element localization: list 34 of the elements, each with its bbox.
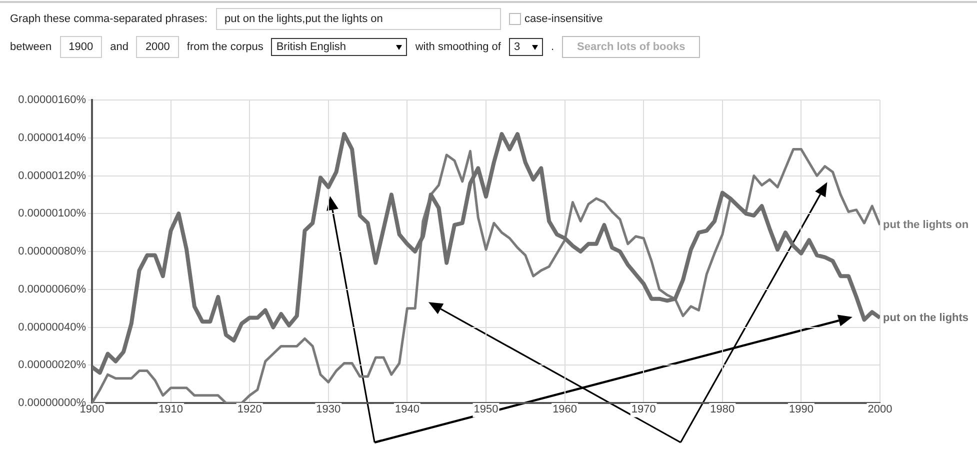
x-tick-label: 1930: [316, 404, 341, 416]
button: Search lots of books: [562, 36, 700, 58]
y-tick-label: 0.00000120%: [18, 170, 86, 182]
x-tick-label: 1920: [237, 404, 262, 416]
text: with smoothing of: [415, 40, 501, 55]
y-tick-label: 0.00000060%: [18, 283, 86, 296]
x-tick-label: 1970: [631, 404, 656, 416]
x-tick-label: 2000: [868, 404, 892, 416]
y-tick-label: 0.00000020%: [18, 359, 86, 372]
x-tick-label: 1990: [788, 404, 814, 416]
text: Graph these comma-separated phrases:: [10, 12, 208, 27]
y-tick-label: 0.00000100%: [18, 208, 86, 220]
dropdown: British English: [271, 38, 408, 56]
y-tick-label: 0.00000160%: [18, 94, 86, 106]
x-tick-label: 1900: [80, 404, 104, 416]
text: case-insensitive: [524, 12, 603, 27]
x-tick-label: 1950: [474, 404, 498, 416]
text: from the corpus: [186, 40, 264, 55]
text: between: [10, 40, 52, 55]
x-tick-label: 1910: [158, 404, 184, 416]
text-field: 1900: [60, 36, 102, 58]
series-label: put on the lights: [883, 312, 969, 324]
series-label: put the lights on: [883, 219, 969, 232]
text: .: [550, 40, 554, 55]
x-tick-label: 1980: [710, 404, 735, 416]
y-tick-label: 0.00000080%: [18, 246, 86, 258]
x-tick-label: 1940: [394, 404, 420, 416]
text-field: put on the lights,put the lights on: [216, 8, 500, 30]
y-tick-label: 0.00000140%: [18, 132, 86, 144]
x-tick-label: 1960: [552, 404, 578, 416]
dropdown: 3: [508, 38, 543, 56]
text-field: 2000: [136, 36, 179, 58]
text: and: [110, 40, 128, 55]
y-tick-label: 0.00000040%: [18, 321, 86, 334]
